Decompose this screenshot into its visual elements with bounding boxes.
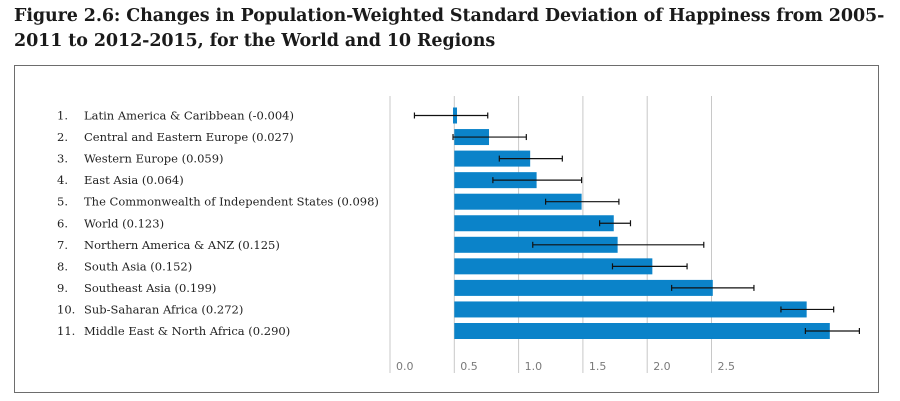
category-label: The Commonwealth of Independent States (… [84,195,379,209]
category-number: 9. [57,281,68,295]
chart-frame [14,65,879,393]
bar-5 [454,193,582,210]
bar-3 [454,150,531,167]
category-label: World (0.123) [84,216,164,230]
category-number: 1. [57,109,68,123]
figure-title: Figure 2.6: Changes in Population-Weight… [14,6,885,51]
x-tick-label: 0.0 [396,360,414,373]
bar-10 [454,301,807,318]
category-label: Northern America & ANZ (0.125) [84,238,280,252]
category-number: 2. [57,130,68,144]
category-number: 11. [57,324,75,338]
category-number: 7. [57,238,68,252]
bar-9 [454,279,713,296]
category-number: 5. [57,195,68,209]
category-label: East Asia (0.064) [84,173,184,187]
bar-11 [454,323,830,339]
bar-8 [454,258,653,275]
category-number: 4. [57,173,68,187]
x-tick-labels: 0.0 0.5 1.0 1.5 2.0 2.5 [396,360,735,373]
error-bars [413,112,860,334]
category-label: Latin America & Caribbean (-0.004) [84,109,294,123]
category-number: 6. [57,216,68,230]
x-tick-label: 2.5 [718,360,736,373]
category-label: South Asia (0.152) [84,259,192,273]
category-number: 3. [57,152,68,166]
bars [453,107,830,339]
category-labels: 1. Latin America & Caribbean (-0.004) 2. Ce… [57,109,379,339]
x-tick-label: 1.5 [589,360,607,373]
category-number: 10. [57,302,75,316]
category-label: Southeast Asia (0.199) [84,281,216,295]
x-tick-label: 0.5 [460,360,478,373]
category-number: 8. [57,259,68,273]
category-label: Sub-Saharan Africa (0.272) [84,302,243,316]
x-tick-label: 2.0 [653,360,671,373]
category-label: Central and Eastern Europe (0.027) [84,130,294,144]
category-label: Western Europe (0.059) [84,152,224,166]
x-tick-label: 1.0 [525,360,543,373]
category-label: Middle East & North Africa (0.290) [84,324,290,338]
bar-6 [454,215,614,232]
